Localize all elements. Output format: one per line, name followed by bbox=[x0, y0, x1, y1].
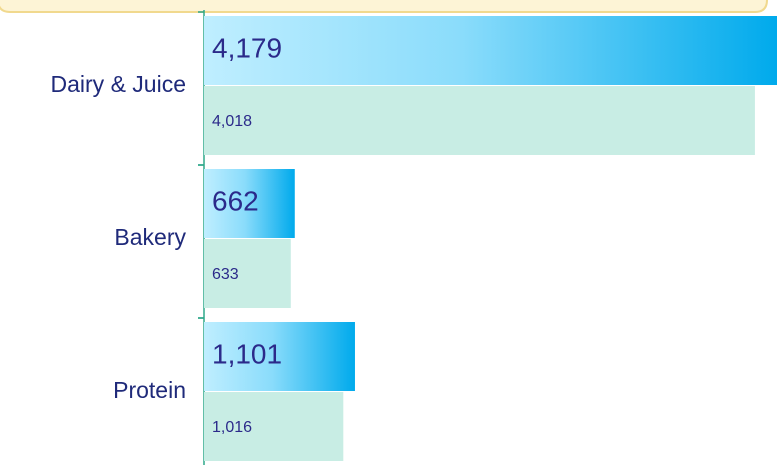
value-label: 1,016 bbox=[212, 419, 252, 436]
bar bbox=[204, 239, 291, 308]
value-label: 633 bbox=[212, 266, 239, 283]
bar bbox=[204, 392, 344, 461]
top-panel bbox=[0, 0, 768, 13]
category-label: Dairy & Juice bbox=[51, 71, 186, 97]
value-label: 1,101 bbox=[212, 338, 282, 369]
bar bbox=[204, 16, 777, 85]
bar bbox=[204, 86, 755, 155]
bar bbox=[204, 322, 355, 391]
category-label: Bakery bbox=[114, 224, 186, 250]
category-label: Protein bbox=[113, 377, 186, 403]
value-label: 4,018 bbox=[212, 113, 252, 130]
value-label: 662 bbox=[212, 185, 259, 216]
value-label: 4,179 bbox=[212, 32, 282, 63]
bar bbox=[204, 169, 295, 238]
